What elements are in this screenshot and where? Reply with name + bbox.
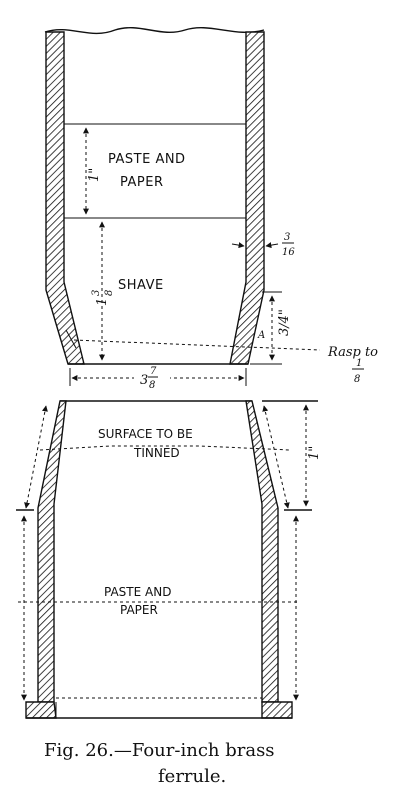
- upper-paste-label-2: PAPER: [120, 175, 164, 190]
- tinned-dim-value: 1": [307, 446, 322, 460]
- lower-right-wall: [245, 400, 279, 703]
- taper-dim-value: 3/4": [277, 309, 292, 336]
- left-taper-dim: [24, 405, 48, 509]
- wall-dim-arrow-left: [231, 242, 245, 249]
- shave-label: SHAVE: [118, 278, 164, 293]
- rasp-line: [73, 339, 321, 351]
- surface-label-1: SURFACE TO BE: [98, 427, 193, 441]
- caption-line-2: ferrule.: [158, 766, 226, 787]
- upper-right-wall: [229, 31, 265, 365]
- upper-paste-label-1: PASTE AND: [108, 152, 186, 167]
- caption: Fig. 26.—Four-inch brass ferrule.: [44, 740, 275, 787]
- taper-dim-letter: A: [257, 330, 265, 341]
- wall-dim-num: 3: [284, 232, 290, 243]
- paste-height-value: 1": [87, 168, 102, 182]
- shave-dim-value: 1 3 8: [91, 290, 115, 306]
- upper-ferrule: PASTE AND PAPER 1" SHAVE 1 3 8 3 16 3/4"…: [44, 26, 378, 391]
- surface-label-2: TINNED: [133, 446, 180, 460]
- break-line: [44, 26, 265, 35]
- svg-text:3: 3: [91, 290, 102, 296]
- bottom-width-num: 7: [150, 366, 157, 377]
- caption-line-1: Fig. 26.—Four-inch brass: [44, 740, 275, 761]
- rasp-label: Rasp to: [327, 345, 378, 360]
- bottom-width-whole: 3: [140, 373, 148, 388]
- rasp-num: 1: [356, 358, 362, 369]
- svg-text:8: 8: [104, 290, 115, 296]
- rasp-left-mark: [65, 329, 77, 349]
- lower-paste-label-2: PAPER: [120, 603, 158, 617]
- upper-left-wall: [45, 31, 85, 365]
- wall-dim-arrow-right: [265, 242, 279, 249]
- svg-text:1: 1: [95, 298, 110, 306]
- lower-left-wall: [37, 400, 67, 703]
- bottom-width-den: 8: [149, 380, 155, 391]
- lower-right-flange: [261, 701, 293, 719]
- lower-ferrule: SURFACE TO BE TINNED PASTE AND PAPER 1": [16, 400, 322, 719]
- tinned-line: [39, 445, 291, 451]
- rasp-den: 8: [354, 374, 360, 385]
- lower-left-flange: [25, 701, 57, 719]
- lower-paste-label-1: PASTE AND: [104, 585, 171, 599]
- wall-dim-den: 16: [282, 247, 295, 258]
